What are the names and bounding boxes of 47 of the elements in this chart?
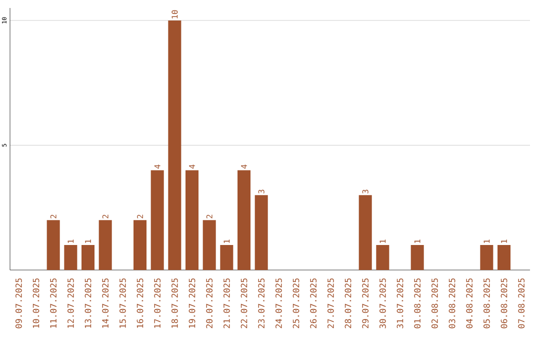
x-tick-label: 19.07.2025 xyxy=(188,278,196,328)
x-tick-label: 20.07.2025 xyxy=(206,278,213,328)
bar xyxy=(150,170,164,270)
bar xyxy=(358,195,372,270)
bar xyxy=(498,245,511,270)
x-tick-label: 01.08.2025 xyxy=(414,278,421,328)
bar xyxy=(46,220,60,270)
x-tick-label: 09.07.2025 xyxy=(15,278,22,328)
x-tick-label: 12.07.2025 xyxy=(67,278,74,328)
x-tick-label: 27.07.2025 xyxy=(327,278,334,328)
bar xyxy=(238,170,251,270)
bar xyxy=(64,245,78,270)
bar xyxy=(168,20,182,270)
bar xyxy=(376,245,390,270)
x-tick-label: 13.07.2025 xyxy=(84,278,92,328)
bar xyxy=(82,245,95,270)
x-tick-label: 28.07.2025 xyxy=(344,278,352,328)
x-tick-label: 17.07.2025 xyxy=(154,278,161,328)
bar xyxy=(410,245,424,270)
x-tick-label: 15.07.2025 xyxy=(119,278,126,328)
x-tick-label: 23.07.2025 xyxy=(258,278,265,328)
bar xyxy=(480,245,494,270)
x-tick-label: 30.07.2025 xyxy=(379,278,386,328)
x-tick-label: 26.07.2025 xyxy=(310,278,317,328)
x-tick-label: 18.07.2025 xyxy=(171,278,178,328)
x-tick-label: 22.07.2025 xyxy=(240,278,248,328)
x-tick-label: 10.07.2025 xyxy=(32,278,40,328)
x-tick-label: 04.08.2025 xyxy=(466,278,473,328)
x-tick-label: 31.07.2025 xyxy=(396,278,404,328)
x-tick-label: 16.07.2025 xyxy=(136,278,144,328)
x-tick-label: 06.08.2025 xyxy=(500,278,508,328)
bar xyxy=(98,220,112,270)
bar xyxy=(254,195,268,270)
x-tick-label: 14.07.2025 xyxy=(102,278,109,328)
x-tick-label: 11.07.2025 xyxy=(50,278,57,328)
bar xyxy=(186,170,199,270)
bar xyxy=(220,245,234,270)
x-tick-label: 21.07.2025 xyxy=(223,278,230,328)
x-tick-label: 25.07.2025 xyxy=(292,278,300,328)
x-tick-label: 07.08.2025 xyxy=(518,278,525,328)
x-tick-label: 24.07.2025 xyxy=(275,278,282,328)
bar xyxy=(134,220,147,270)
x-tick-label: 29.07.2025 xyxy=(362,278,369,328)
bar xyxy=(202,220,216,270)
x-tick-label: 05.08.2025 xyxy=(483,278,490,328)
x-tick-label: 02.08.2025 xyxy=(431,278,438,328)
x-tick-label: 03.08.2025 xyxy=(448,278,456,328)
